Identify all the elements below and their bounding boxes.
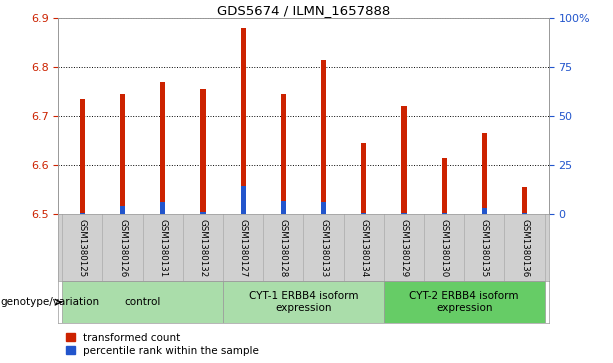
Bar: [482, 133, 487, 214]
Text: GSM1380126: GSM1380126: [118, 219, 127, 277]
Bar: [80, 213, 85, 214]
Bar: [441, 158, 447, 214]
Bar: [160, 203, 166, 214]
Bar: [321, 60, 326, 214]
Text: GSM1380130: GSM1380130: [440, 219, 449, 277]
Text: GSM1380127: GSM1380127: [238, 219, 248, 277]
Bar: [441, 213, 447, 214]
Text: GSM1380128: GSM1380128: [279, 219, 288, 277]
Bar: [80, 99, 85, 214]
Bar: [240, 28, 246, 214]
Text: GSM1380133: GSM1380133: [319, 219, 328, 277]
Bar: [321, 202, 326, 214]
Text: GSM1380134: GSM1380134: [359, 219, 368, 277]
Text: GSM1380136: GSM1380136: [520, 219, 529, 277]
Bar: [200, 89, 205, 214]
Bar: [120, 206, 125, 214]
Text: CYT-1 ERBB4 isoform
expression: CYT-1 ERBB4 isoform expression: [249, 291, 358, 313]
Text: control: control: [124, 297, 161, 307]
Bar: [240, 186, 246, 214]
Bar: [522, 213, 527, 214]
Bar: [281, 201, 286, 214]
Bar: [361, 213, 367, 214]
Title: GDS5674 / ILMN_1657888: GDS5674 / ILMN_1657888: [217, 4, 390, 17]
Text: GSM1380125: GSM1380125: [78, 219, 87, 277]
Bar: [223, 281, 384, 323]
Bar: [384, 281, 544, 323]
Bar: [160, 82, 166, 214]
Text: GSM1380135: GSM1380135: [480, 219, 489, 277]
Bar: [63, 281, 223, 323]
Text: GSM1380132: GSM1380132: [199, 219, 207, 277]
Text: CYT-2 ERBB4 isoform
expression: CYT-2 ERBB4 isoform expression: [409, 291, 519, 313]
Bar: [200, 212, 205, 214]
Bar: [522, 187, 527, 214]
Bar: [361, 143, 367, 214]
Legend: transformed count, percentile rank within the sample: transformed count, percentile rank withi…: [63, 330, 261, 358]
Bar: [120, 94, 125, 214]
Bar: [402, 213, 406, 214]
Bar: [482, 208, 487, 214]
Bar: [402, 106, 406, 214]
Text: GSM1380129: GSM1380129: [400, 219, 408, 277]
Text: GSM1380131: GSM1380131: [158, 219, 167, 277]
Text: genotype/variation: genotype/variation: [1, 297, 100, 307]
Bar: [281, 94, 286, 214]
